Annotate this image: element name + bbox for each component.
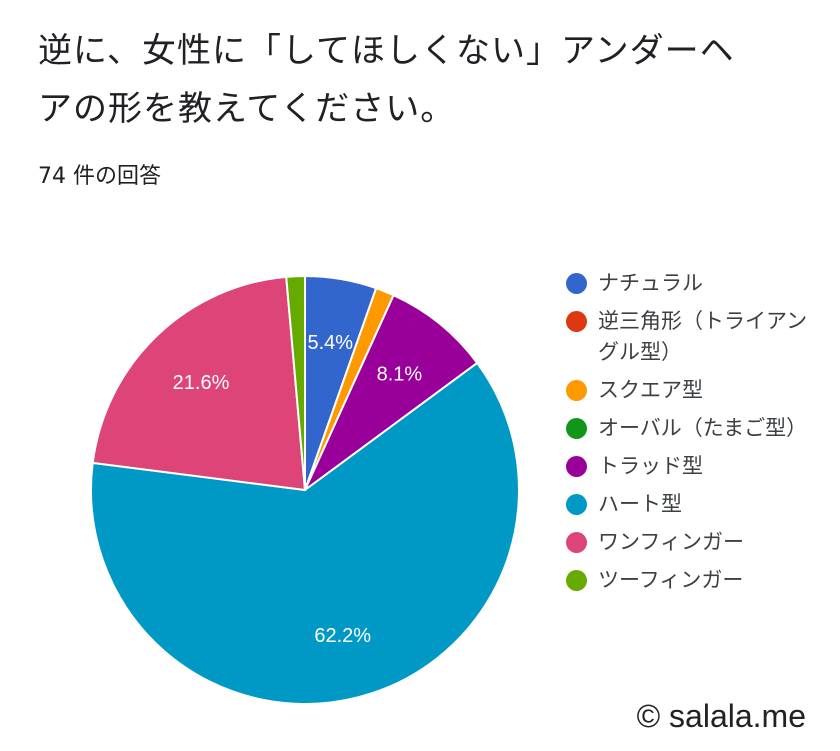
chart-legend: ナチュラル逆三角形（トライアングル型） スクエア型オーバル（たまご型） トラッド型ハ… (566, 268, 826, 603)
legend-label-7: ワンフィンガー (598, 530, 744, 554)
pie-data-label-1: 5.4% (308, 332, 354, 354)
legend-item-6: ハート型 (566, 489, 826, 520)
legend-item-3: スクエア型 (566, 375, 826, 406)
pie-data-labels: 5.4% 8.1% 62.2% 21.6% (173, 332, 423, 647)
response-count: 74 件の回答 (38, 164, 161, 189)
pie-data-label-7: 21.6% (173, 372, 230, 394)
legend-label-3: スクエア型 (598, 378, 703, 402)
pie-slice-7[interactable] (91, 275, 307, 492)
legend-item-5: トラッド型 (566, 451, 826, 482)
legend-item-8: ツーフィンガー (566, 565, 826, 596)
pie-data-label-5: 8.1% (377, 364, 423, 386)
legend-swatch-8 (566, 570, 587, 591)
legend-item-2: 逆三角形（トライアングル型） (566, 306, 826, 368)
legend-item-7: ワンフィンガー (566, 527, 826, 558)
pie-slice-5[interactable] (302, 293, 479, 494)
legend-swatch-4 (566, 418, 587, 439)
legend-label-8: ツーフィンガー (598, 568, 744, 592)
legend-label-6: ハート型 (598, 492, 682, 516)
legend-swatch-3 (566, 380, 587, 401)
legend-label-4: オーバル（たまご型） (598, 416, 808, 440)
pie-slice-6[interactable] (90, 361, 520, 706)
legend-label-2: 逆三角形（トライアングル型） (598, 309, 808, 364)
pie-slices (90, 274, 520, 706)
legend-swatch-7 (566, 532, 587, 553)
pie-slice-8[interactable] (285, 274, 306, 491)
legend-label-5: トラッド型 (598, 454, 703, 478)
question-title: 逆に、女性に「してほしくない」アンダーヘアの形を教えてください。 (38, 31, 735, 129)
legend-swatch-2 (566, 311, 587, 332)
legend-label-1: ナチュラル (598, 271, 703, 295)
watermark: © salala.me (636, 698, 806, 734)
pie-data-label-6: 62.2% (314, 625, 371, 647)
legend-swatch-5 (566, 456, 587, 477)
legend-swatch-1 (566, 273, 587, 294)
legend-item-4: オーバル（たまご型） (566, 413, 826, 444)
legend-item-1: ナチュラル (566, 268, 826, 299)
legend-swatch-6 (566, 494, 587, 515)
